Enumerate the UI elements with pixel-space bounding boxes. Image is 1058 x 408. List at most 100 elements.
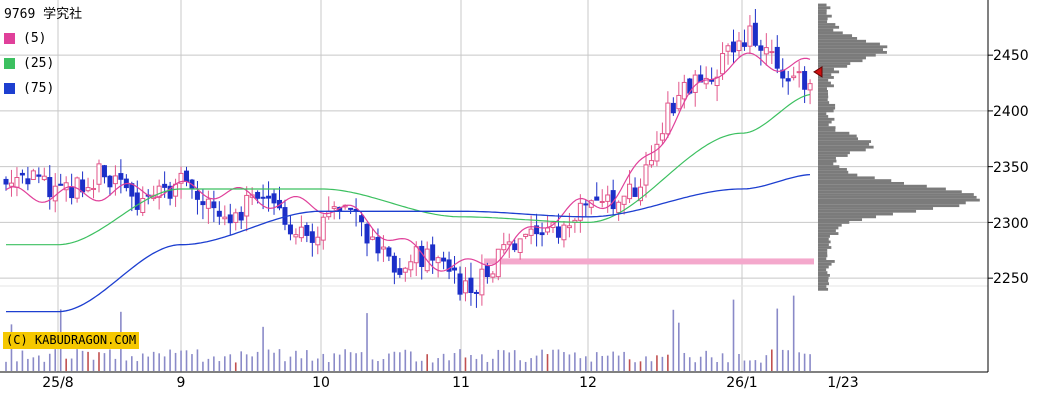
candle-body — [479, 268, 485, 296]
candle-body — [473, 291, 479, 294]
candle-body — [222, 216, 228, 220]
profile-bar — [818, 145, 874, 149]
candle-body — [468, 277, 474, 294]
candle-body — [534, 225, 540, 235]
candle-body — [8, 182, 14, 187]
candle-body — [80, 179, 86, 193]
candle-body — [648, 160, 654, 166]
profile-bar — [818, 209, 917, 213]
candle-body — [484, 265, 490, 278]
profile-bar — [818, 193, 974, 196]
profile-bar — [818, 84, 834, 88]
chart-grid — [0, 0, 988, 372]
profile-bar — [818, 115, 829, 118]
candle-body — [41, 175, 47, 181]
candle-body — [703, 77, 709, 85]
profile-bar — [818, 64, 848, 68]
profile-bar — [818, 3, 827, 7]
candle-body — [107, 175, 113, 188]
candle-body — [561, 224, 567, 241]
candle-body — [162, 183, 168, 188]
x-tick-label: 12 — [579, 375, 597, 391]
x-tick-label: 9 — [176, 375, 186, 391]
profile-bar — [818, 279, 829, 283]
profile-bar — [818, 92, 829, 96]
candle-body — [375, 237, 381, 254]
candle-body — [670, 102, 676, 114]
profile-bar — [818, 251, 828, 255]
current-price-arrow — [813, 65, 823, 78]
candle-body — [752, 22, 758, 46]
profile-bar — [818, 181, 904, 185]
candle-body — [747, 25, 753, 47]
candle-body — [616, 201, 622, 213]
chart-title: 9769 学究社 — [4, 7, 83, 22]
candle-body — [435, 257, 441, 264]
candle-body — [118, 173, 124, 180]
candle-body — [167, 185, 173, 199]
ma-line-ma5 — [5, 52, 811, 272]
profile-bar — [818, 56, 866, 60]
profile-bar — [818, 11, 827, 15]
candle-body — [200, 201, 206, 206]
x-tick-label: 10 — [312, 375, 330, 391]
profile-bar — [818, 37, 858, 40]
profile-bar — [818, 179, 892, 182]
candle-body — [298, 226, 304, 239]
candle-body — [758, 45, 764, 51]
profile-bar — [818, 165, 840, 169]
candle-body — [709, 79, 715, 82]
candle-body — [632, 187, 638, 197]
profile-bar — [818, 142, 870, 146]
profile-bar — [818, 39, 867, 43]
profile-bar — [818, 237, 829, 241]
profile-bar — [818, 89, 828, 93]
profile-bar — [818, 17, 828, 21]
profile-bar — [818, 53, 876, 57]
candle-body — [178, 172, 184, 184]
profile-bar — [818, 98, 828, 102]
legend-label-ma75: (75) — [23, 81, 55, 96]
candle-body — [577, 202, 583, 221]
candle-body — [184, 170, 190, 182]
candle-body — [419, 245, 425, 267]
profile-bar — [818, 70, 840, 74]
profile-bar — [818, 168, 847, 171]
candle-body — [512, 243, 518, 251]
x-tick-label: 25/8 — [42, 375, 74, 391]
candle-body — [545, 227, 551, 233]
profile-bar — [818, 28, 834, 32]
profile-bar — [818, 109, 834, 113]
profile-bar — [818, 112, 827, 116]
profile-bar — [818, 162, 834, 166]
profile-bar — [818, 25, 840, 29]
candle-body — [638, 186, 644, 202]
candle-body — [69, 186, 75, 199]
candle-body — [796, 71, 802, 74]
candle-body — [386, 247, 392, 257]
profile-bar — [818, 131, 850, 135]
profile-bar — [818, 42, 880, 46]
profile-bar — [818, 23, 836, 26]
candle-body — [348, 207, 354, 210]
candle-body — [627, 183, 633, 200]
profile-bar — [818, 62, 851, 65]
candle-body — [238, 211, 244, 221]
profile-bar — [818, 243, 829, 247]
profile-bar — [818, 282, 829, 286]
legend-swatch-ma75 — [4, 83, 15, 94]
candle-body — [331, 206, 337, 209]
candle-body — [566, 225, 572, 229]
candle-body — [91, 187, 97, 191]
profile-bar — [818, 73, 832, 77]
candle-body — [304, 225, 310, 236]
x-tick-label: 1/23 — [827, 375, 859, 391]
candle-body — [457, 273, 463, 295]
profile-bar — [818, 14, 832, 18]
profile-bar — [818, 59, 863, 63]
profile-bar — [818, 151, 850, 155]
profile-bar — [818, 123, 829, 127]
candle-body — [216, 210, 222, 217]
candle-body — [14, 177, 20, 188]
